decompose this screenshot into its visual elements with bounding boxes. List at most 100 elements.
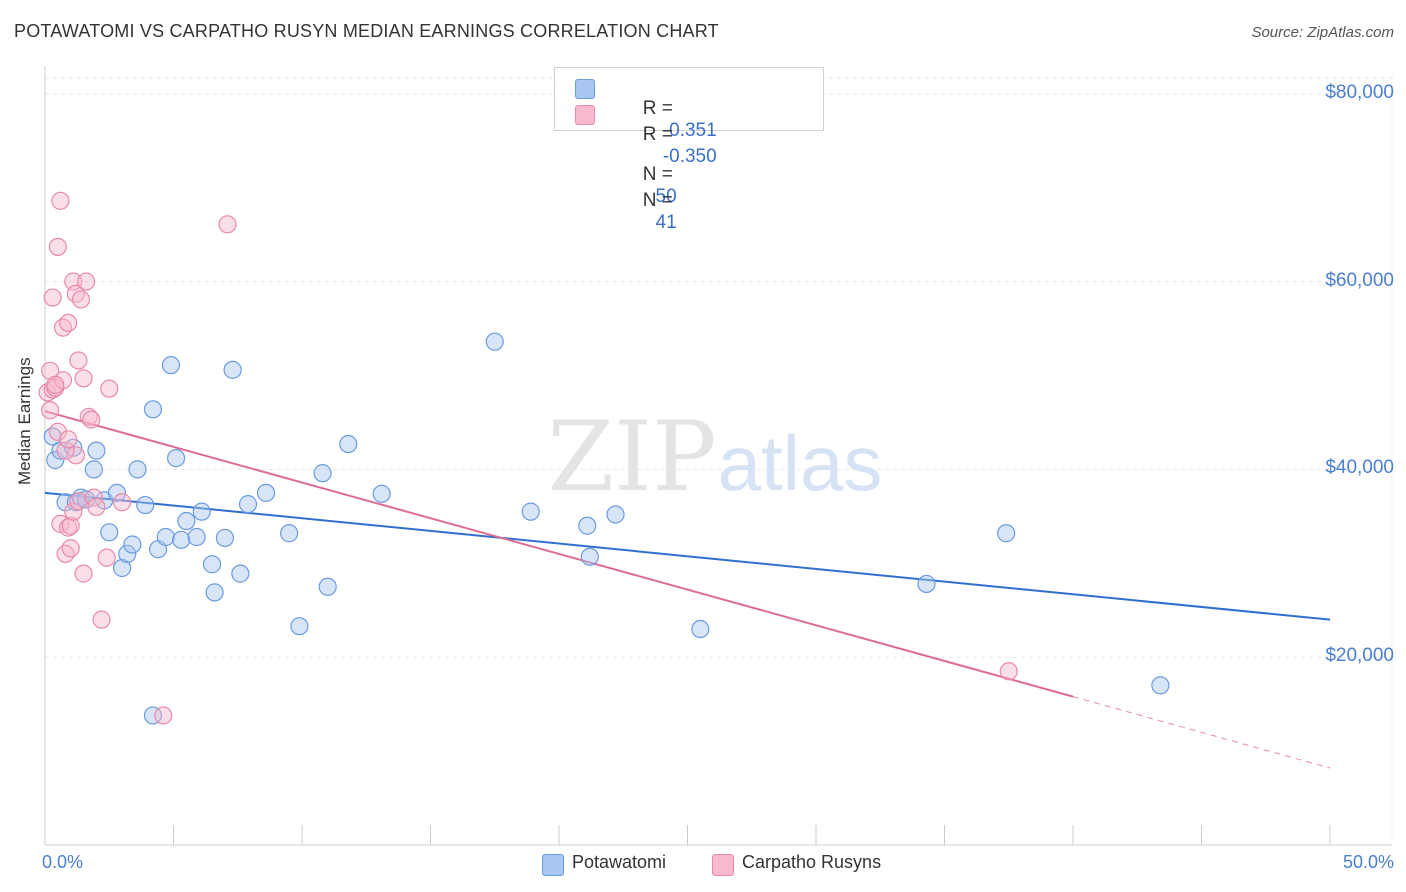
y-tick-label: $60,000	[1325, 269, 1394, 291]
y-tick-label: $20,000	[1325, 645, 1394, 667]
data-point-carpatho-rusyns	[112, 493, 132, 512]
data-point-carpatho-rusyns	[59, 313, 78, 333]
watermark-zip: ZIP	[547, 401, 716, 513]
data-point-potawatomi	[112, 558, 132, 578]
data-point-carpatho-rusyns	[56, 441, 75, 460]
data-point-potawatomi	[231, 564, 250, 583]
data-point-carpatho-rusyns	[51, 191, 70, 210]
chart-title: POTAWATOMI VS CARPATHO RUSYN MEDIAN EARN…	[14, 21, 719, 41]
data-point-carpatho-rusyns	[218, 215, 237, 234]
data-point-potawatomi	[917, 574, 936, 594]
data-point-carpatho-rusyns	[41, 361, 60, 380]
series-legend-swatch-potawatomi	[542, 854, 564, 876]
data-point-carpatho-rusyns	[41, 401, 60, 420]
data-point-potawatomi	[143, 706, 163, 725]
data-point-carpatho-rusyns	[61, 516, 80, 535]
data-point-potawatomi	[578, 516, 597, 535]
data-point-potawatomi	[580, 547, 599, 566]
data-point-potawatomi	[128, 460, 147, 479]
series-legend-swatch-carpatho-rusyns	[712, 854, 734, 876]
data-point-carpatho-rusyns	[46, 375, 65, 394]
legend-n-value-potawatomi: 50	[655, 186, 677, 207]
data-point-carpatho-rusyns	[59, 430, 78, 449]
legend-n-label: N =	[642, 164, 673, 185]
data-point-carpatho-rusyns	[64, 502, 83, 521]
data-point-potawatomi	[87, 441, 106, 460]
legend-r-value-potawatomi: -0.351	[662, 120, 717, 141]
data-point-carpatho-rusyns	[61, 539, 80, 558]
source-label: Source: ZipAtlas.com	[1251, 24, 1394, 41]
data-point-carpatho-rusyns	[74, 564, 93, 583]
legend-r-label: R =	[642, 124, 673, 145]
data-point-carpatho-rusyns	[56, 544, 75, 564]
data-point-carpatho-rusyns	[43, 288, 62, 307]
stats-legend: R = -0.351 N = 50 R = -0.350 N = 41	[554, 67, 824, 233]
x-axis-min-label: 0.0%	[42, 852, 84, 872]
data-point-potawatomi	[1151, 676, 1170, 695]
data-point-potawatomi	[238, 495, 258, 514]
data-point-potawatomi	[166, 449, 186, 468]
data-point-carpatho-rusyns	[69, 351, 88, 370]
data-point-potawatomi	[485, 332, 504, 351]
data-point-potawatomi	[192, 502, 211, 521]
data-point-carpatho-rusyns	[82, 410, 101, 429]
data-point-potawatomi	[997, 524, 1016, 543]
data-point-potawatomi	[100, 523, 119, 542]
legend-n-value-carpatho-rusyns: 41	[655, 212, 677, 233]
data-point-potawatomi	[313, 464, 332, 483]
legend-r-label: R =	[642, 98, 673, 119]
trend-line-extension	[1072, 696, 1331, 769]
data-point-potawatomi	[280, 524, 299, 543]
series-legend-label-potawatomi: Potawatomi	[572, 852, 667, 872]
data-point-potawatomi	[215, 528, 234, 548]
data-point-potawatomi	[256, 483, 276, 502]
data-point-carpatho-rusyns	[66, 446, 85, 465]
y-axis-label: Median Earnings	[15, 357, 34, 485]
data-point-potawatomi	[84, 460, 103, 479]
data-point-carpatho-rusyns	[79, 407, 98, 426]
data-point-potawatomi	[339, 434, 358, 454]
legend-swatch-carpatho-rusyns	[575, 105, 595, 125]
series-legend-label-carpatho-rusyns: Carpatho Rusyns	[742, 852, 882, 872]
legend-r-value-carpatho-rusyns: -0.350	[662, 146, 717, 167]
trend-line-carpatho-rusyns	[44, 410, 1074, 698]
legend-swatch-potawatomi	[575, 79, 595, 99]
y-tick-label: $40,000	[1325, 457, 1394, 479]
data-point-potawatomi	[143, 400, 163, 419]
data-point-carpatho-rusyns	[71, 290, 91, 309]
data-point-potawatomi	[172, 530, 191, 549]
data-point-potawatomi	[123, 535, 142, 554]
data-point-carpatho-rusyns	[999, 662, 1018, 681]
data-point-potawatomi	[290, 617, 309, 636]
data-point-carpatho-rusyns	[48, 237, 67, 256]
legend-n-label: N =	[642, 190, 673, 211]
watermark: ZIP atlas	[547, 401, 882, 513]
data-point-potawatomi	[606, 505, 625, 524]
data-point-potawatomi	[118, 544, 137, 564]
data-point-potawatomi	[136, 495, 155, 515]
data-point-carpatho-rusyns	[77, 272, 96, 291]
data-point-potawatomi	[372, 484, 391, 503]
data-point-carpatho-rusyns	[74, 369, 93, 388]
data-point-potawatomi	[521, 502, 540, 521]
data-point-potawatomi	[156, 527, 175, 547]
data-point-potawatomi	[107, 483, 127, 502]
data-point-potawatomi	[177, 511, 196, 531]
data-point-carpatho-rusyns	[69, 492, 88, 511]
data-point-carpatho-rusyns	[48, 422, 67, 441]
data-point-carpatho-rusyns	[154, 706, 173, 725]
data-point-potawatomi	[187, 527, 206, 547]
x-axis-max-label: 50.0%	[1342, 852, 1394, 872]
data-point-carpatho-rusyns	[66, 284, 85, 303]
trend-line-potawatomi	[44, 491, 1331, 621]
watermark-atlas: atlas	[718, 419, 883, 507]
data-point-potawatomi	[318, 577, 337, 596]
data-point-potawatomi	[205, 583, 224, 602]
data-point-potawatomi	[691, 619, 710, 639]
data-point-carpatho-rusyns	[87, 497, 106, 517]
y-tick-label: $80,000	[1325, 81, 1394, 103]
data-point-carpatho-rusyns	[100, 379, 119, 398]
data-point-potawatomi	[223, 360, 242, 379]
data-point-carpatho-rusyns	[97, 548, 116, 567]
